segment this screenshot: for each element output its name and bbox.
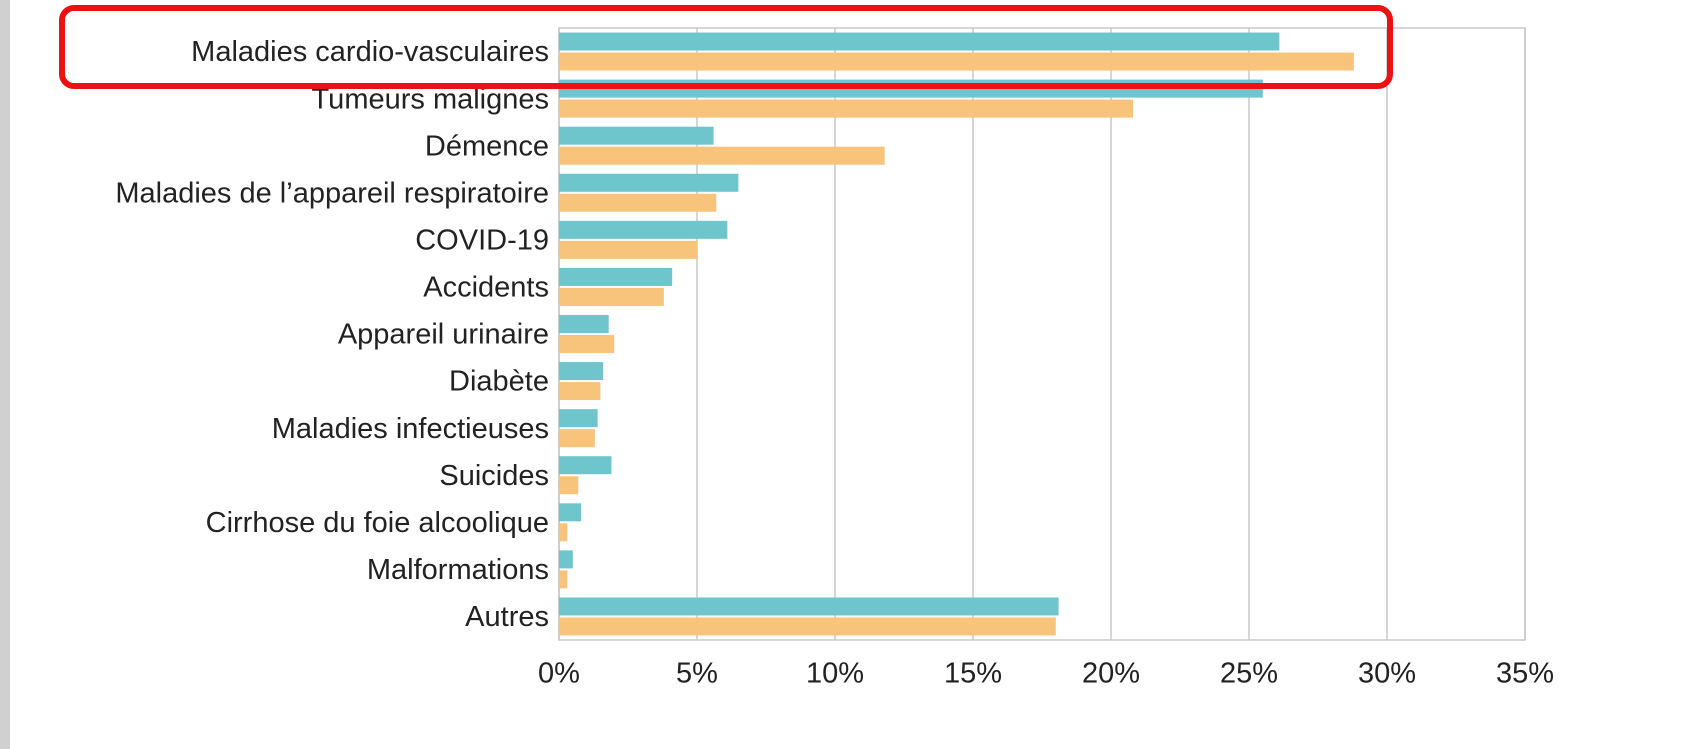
x-tick-label: 0% — [538, 658, 580, 690]
bar — [559, 362, 604, 381]
highlight-box — [59, 5, 1393, 89]
x-tick-label: 10% — [806, 658, 864, 690]
bar — [559, 99, 1134, 118]
bar — [559, 503, 582, 522]
bar — [559, 287, 664, 306]
x-tick-label: 15% — [944, 658, 1002, 690]
bar — [559, 52, 1354, 71]
bar — [559, 335, 615, 353]
side-strip — [0, 0, 10, 749]
y-tick-label: Cirrhose du foie alcoolique — [206, 507, 549, 539]
bar — [559, 193, 717, 212]
y-tick-label: Démence — [425, 130, 549, 162]
x-tick-label: 30% — [1358, 658, 1416, 690]
y-tick-label: Diabète — [449, 366, 549, 398]
bar — [559, 382, 601, 401]
bar — [559, 126, 714, 145]
y-tick-label: COVID-19 — [415, 225, 549, 257]
y-tick-label: Appareil urinaire — [338, 319, 549, 351]
bar — [559, 173, 739, 192]
bar — [559, 523, 568, 542]
x-tick-label: 35% — [1496, 658, 1554, 690]
y-tick-label: Maladies infectieuses — [272, 413, 549, 445]
x-tick-label: 5% — [676, 658, 718, 690]
bar — [559, 476, 579, 495]
bar — [559, 429, 595, 448]
bar — [559, 146, 885, 165]
bar — [559, 32, 1280, 51]
x-tick-label: 20% — [1082, 658, 1140, 690]
bar — [559, 617, 1056, 636]
x-tick-label: 25% — [1220, 658, 1278, 690]
bar — [559, 456, 612, 475]
y-tick-label: Malformations — [367, 554, 549, 586]
y-tick-label: Autres — [465, 601, 549, 633]
bar — [559, 220, 728, 239]
y-tick-label: Maladies de l’appareil respiratoire — [115, 177, 549, 209]
y-tick-label: Accidents — [423, 272, 549, 304]
bar — [559, 550, 573, 569]
bar — [559, 315, 609, 333]
bar — [559, 267, 673, 286]
bar — [559, 570, 568, 589]
bar — [559, 597, 1059, 616]
y-tick-label: Maladies cardio-vasculaires — [191, 36, 549, 68]
bar — [559, 240, 697, 259]
y-tick-label: Suicides — [439, 460, 549, 492]
bar — [559, 409, 598, 428]
plot-frame — [558, 27, 1526, 641]
